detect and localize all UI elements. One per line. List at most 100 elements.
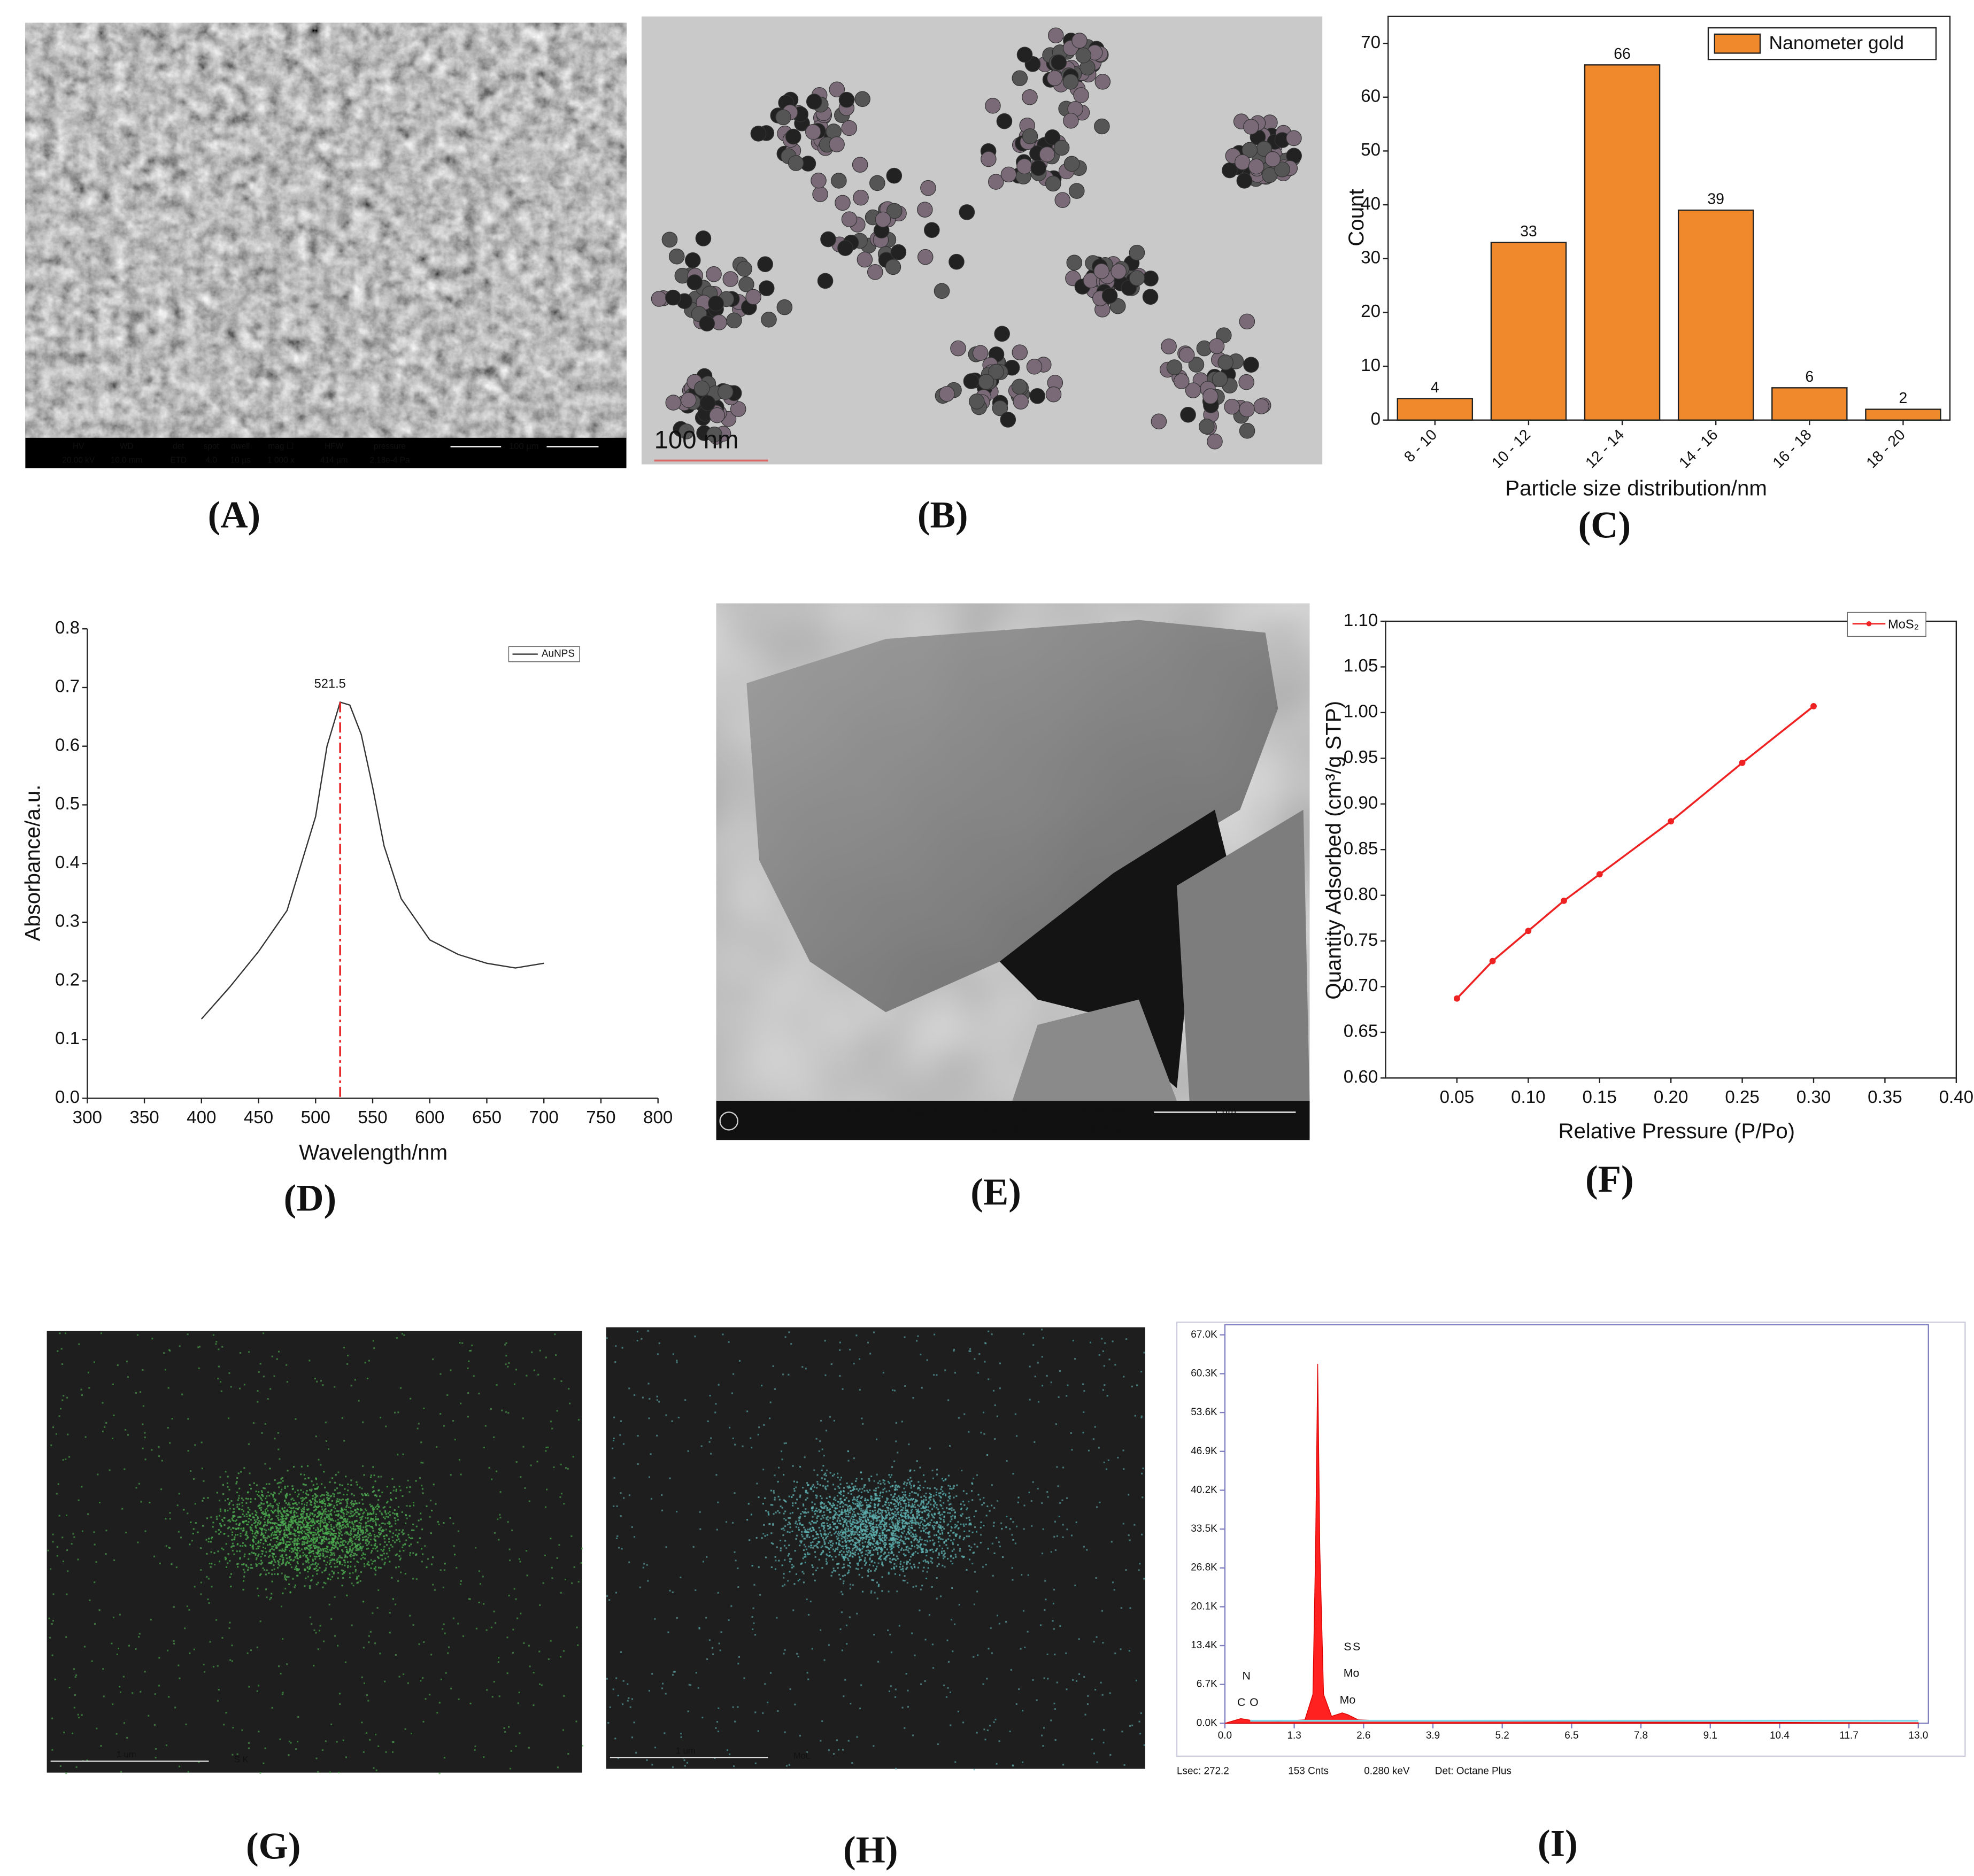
dot xyxy=(513,1588,515,1590)
dot xyxy=(291,1526,294,1528)
dot xyxy=(285,1510,288,1512)
dot xyxy=(903,1526,905,1528)
dot xyxy=(839,1506,841,1508)
dot xyxy=(324,1505,326,1507)
dot xyxy=(860,1497,862,1499)
dot xyxy=(1005,1526,1007,1528)
dot xyxy=(314,1537,316,1539)
dot xyxy=(334,1563,336,1565)
dot xyxy=(311,1538,313,1540)
dot xyxy=(364,1554,366,1556)
dot xyxy=(218,1529,220,1531)
dot xyxy=(528,1645,530,1647)
dot xyxy=(419,1537,421,1539)
dot xyxy=(366,1493,368,1495)
dot xyxy=(278,1543,280,1545)
dot xyxy=(255,1553,257,1555)
dot xyxy=(356,1561,358,1563)
dot xyxy=(838,1492,841,1494)
dot xyxy=(302,1517,304,1519)
dot xyxy=(322,1553,324,1555)
dot xyxy=(1056,1535,1059,1537)
dot xyxy=(885,1517,887,1519)
dot xyxy=(880,1512,882,1514)
dot xyxy=(334,1635,336,1637)
dot xyxy=(895,1500,897,1502)
dot xyxy=(522,1417,524,1419)
dot xyxy=(1027,1574,1029,1576)
dot xyxy=(865,1538,867,1540)
dot xyxy=(267,1515,269,1517)
dot xyxy=(255,1554,257,1556)
dot xyxy=(328,1516,330,1518)
dot xyxy=(354,1529,356,1531)
dot xyxy=(917,1493,919,1495)
dot xyxy=(1054,1739,1057,1741)
dot xyxy=(1086,1549,1088,1551)
dot xyxy=(336,1547,338,1549)
dot xyxy=(382,1522,384,1524)
dot xyxy=(909,1477,912,1479)
dot xyxy=(499,1514,501,1516)
dot xyxy=(103,1695,105,1697)
dot xyxy=(279,1531,281,1533)
dot xyxy=(866,1531,868,1533)
dot xyxy=(307,1562,310,1564)
dot xyxy=(375,1494,377,1496)
dot xyxy=(878,1494,881,1496)
dot xyxy=(993,1507,996,1509)
dot xyxy=(284,1548,287,1550)
dot xyxy=(650,1497,653,1500)
dot xyxy=(250,1649,252,1651)
dot xyxy=(627,1683,629,1685)
dot xyxy=(853,1508,855,1510)
dot xyxy=(216,1518,218,1520)
dot xyxy=(356,1537,358,1539)
dot xyxy=(257,1517,259,1519)
dot xyxy=(884,1487,886,1489)
dot xyxy=(311,1543,313,1546)
dot xyxy=(790,1558,792,1560)
dot xyxy=(362,1556,364,1558)
dot xyxy=(394,1541,396,1543)
dot xyxy=(890,1548,892,1550)
dot xyxy=(824,1487,827,1489)
dot xyxy=(328,1497,330,1500)
dot xyxy=(334,1535,336,1537)
dot xyxy=(860,1517,862,1519)
dot xyxy=(396,1337,398,1339)
dot xyxy=(661,1687,664,1689)
dot xyxy=(376,1607,379,1609)
dot xyxy=(1057,1485,1059,1487)
dot xyxy=(280,1518,282,1520)
dot xyxy=(350,1533,352,1535)
dot xyxy=(255,1563,257,1565)
dot xyxy=(346,1594,348,1596)
dot xyxy=(954,1372,957,1374)
dot xyxy=(310,1564,312,1566)
dot xyxy=(318,1528,320,1530)
dot xyxy=(189,1543,191,1546)
dot xyxy=(402,1529,404,1531)
dot xyxy=(342,1542,344,1545)
dot xyxy=(321,1528,323,1530)
dot xyxy=(403,1673,405,1676)
dot xyxy=(680,1733,682,1735)
dot xyxy=(302,1483,304,1485)
dot xyxy=(258,1685,260,1687)
dot xyxy=(288,1576,290,1578)
particle xyxy=(1022,89,1038,105)
dot xyxy=(252,1538,255,1540)
dot xyxy=(354,1538,357,1540)
dot xyxy=(317,1563,319,1565)
dot xyxy=(936,1507,938,1509)
dot xyxy=(849,1523,852,1525)
dot xyxy=(261,1562,264,1564)
dot xyxy=(228,1488,230,1491)
dot xyxy=(341,1417,343,1419)
dot xyxy=(881,1530,883,1532)
dot xyxy=(395,1497,397,1499)
dot xyxy=(686,1762,689,1764)
dot xyxy=(522,1446,525,1448)
dot xyxy=(398,1555,400,1557)
